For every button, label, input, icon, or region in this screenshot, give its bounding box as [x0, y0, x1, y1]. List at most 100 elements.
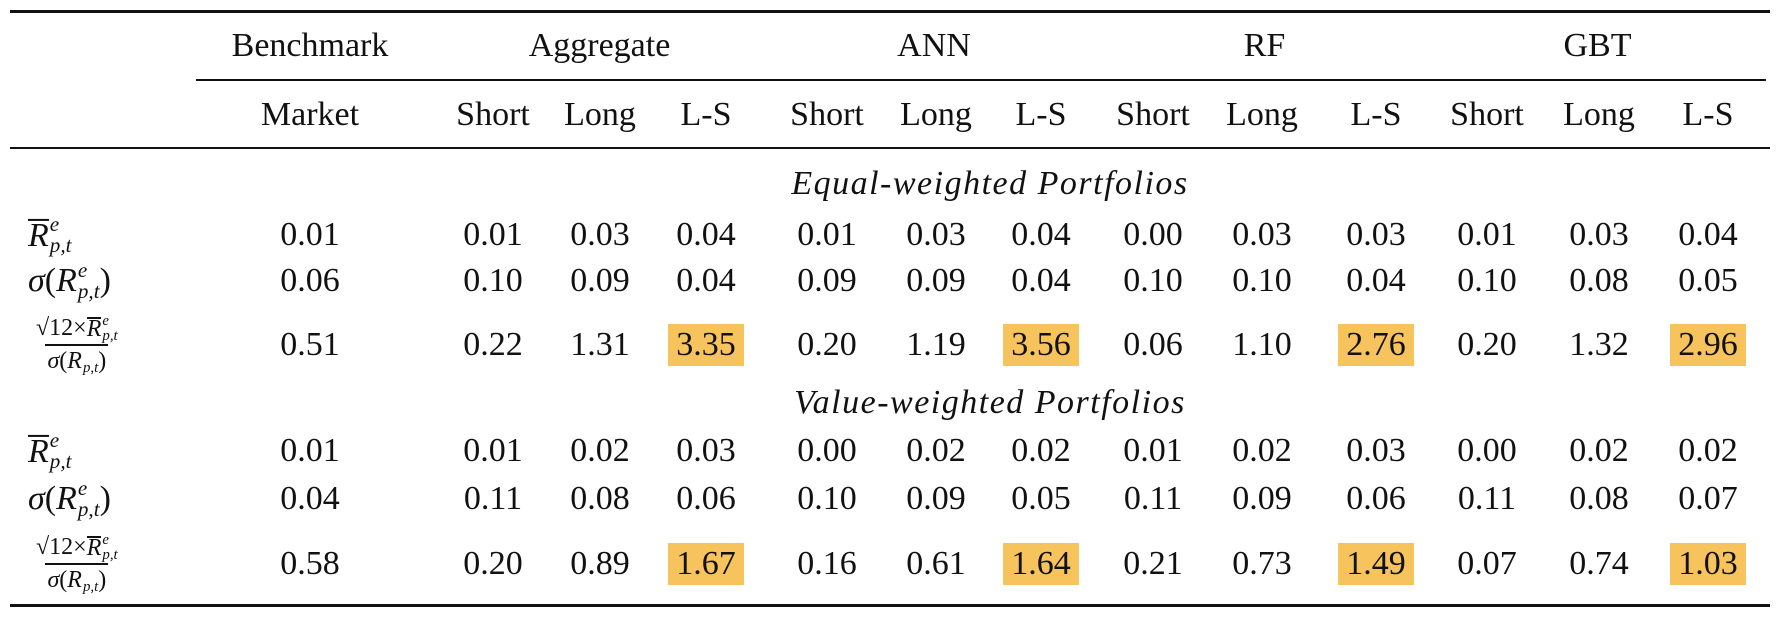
value-cell: 1.03 [1678, 545, 1738, 582]
symbol: R [67, 567, 82, 594]
value-cell: 1.10 [1232, 326, 1292, 363]
value-cell: 0.03 [906, 216, 966, 253]
value-cell: 0.01 [280, 432, 340, 469]
value-cell: 0.11 [1123, 480, 1183, 517]
value-cell: 0.04 [1346, 262, 1406, 299]
superscript: e [49, 211, 60, 236]
value-cell: 0.20 [463, 545, 523, 582]
value-cell: 0.06 [1346, 480, 1406, 517]
script: p,t [83, 567, 98, 595]
superscript: e [49, 427, 60, 452]
highlight [668, 324, 744, 366]
script: e p,t [77, 477, 100, 521]
group-header: RF [1243, 27, 1286, 64]
highlight [1670, 543, 1746, 585]
value-cell: 0.06 [676, 480, 736, 517]
value-cell: 0.74 [1569, 545, 1629, 582]
column-header: Short [1116, 96, 1190, 133]
script: e p,t [102, 314, 117, 344]
column-header: Market [260, 96, 360, 133]
value-cell: 0.00 [797, 432, 857, 469]
column-header: Long [564, 96, 636, 133]
symbol: √12× [36, 315, 87, 342]
value-cell: 0.16 [797, 545, 857, 582]
value-cell: 0.09 [1232, 480, 1292, 517]
value-cell: 0.10 [797, 480, 857, 517]
script: e p,t [49, 211, 72, 257]
value-cell: 0.10 [1232, 262, 1292, 299]
script: e p,t [102, 533, 117, 563]
value-cell: 0.02 [1011, 432, 1071, 469]
column-header: L-S [1015, 96, 1067, 133]
subscript: p,t [77, 279, 100, 303]
symbol: ) [98, 567, 107, 594]
value-cell: 0.02 [906, 432, 966, 469]
highlight [1338, 324, 1414, 366]
column-header: Long [1563, 96, 1635, 133]
symbol: R [28, 216, 49, 254]
script: p,t [83, 348, 98, 376]
value-cell: 0.02 [1569, 432, 1629, 469]
header-rule [10, 147, 1770, 149]
symbol: σ [28, 480, 45, 517]
value-cell: 0.07 [1457, 545, 1517, 582]
value-cell: 0.09 [570, 262, 630, 299]
value-cell: 0.08 [570, 480, 630, 517]
column-header: Short [1450, 96, 1524, 133]
value-cell: 0.01 [463, 432, 523, 469]
value-cell: 0.03 [1569, 216, 1629, 253]
value-cell: 2.76 [1346, 326, 1406, 363]
value-cell: 0.00 [1457, 432, 1517, 469]
value-cell: 0.06 [280, 262, 340, 299]
value-cell: 0.20 [1457, 326, 1517, 363]
value-cell: 0.03 [1232, 216, 1292, 253]
symbol: σ [28, 262, 45, 299]
value-cell: 0.04 [1011, 262, 1071, 299]
value-cell: 0.04 [280, 480, 340, 517]
value-cell: 0.89 [570, 545, 630, 582]
subscript: p,t [82, 579, 99, 596]
value-cell: 0.10 [1457, 262, 1517, 299]
symbol: ) [99, 480, 111, 517]
column-header: Long [900, 96, 972, 133]
value-cell: 0.10 [463, 262, 523, 299]
value-cell: 2.96 [1678, 326, 1738, 363]
value-cell: 1.31 [570, 326, 630, 363]
symbol: R [86, 316, 102, 343]
value-cell: 0.05 [1011, 480, 1071, 517]
value-cell: 0.51 [280, 326, 340, 363]
group-header: Aggregate [528, 27, 671, 64]
symbol: ( [44, 480, 57, 517]
value-cell: 1.49 [1346, 545, 1406, 582]
value-cell: 1.64 [1011, 545, 1071, 582]
value-cell: 0.03 [1346, 432, 1406, 469]
subscript: p,t [49, 233, 72, 257]
value-cell: 0.61 [906, 545, 966, 582]
group-header: ANN [897, 27, 971, 64]
subscript: p,t [77, 497, 100, 521]
highlight [1338, 543, 1414, 585]
superscript: e [102, 531, 109, 548]
subscript: p,t [82, 360, 99, 377]
value-cell: 3.35 [676, 326, 736, 363]
value-cell: 1.32 [1569, 326, 1629, 363]
value-cell: 0.03 [1346, 216, 1406, 253]
group-header: GBT [1563, 27, 1632, 64]
column-header: L-S [1682, 96, 1734, 133]
value-cell: 0.06 [1123, 326, 1183, 363]
value-cell: 0.07 [1678, 480, 1738, 517]
symbol: ) [98, 348, 107, 375]
value-cell: 0.11 [1457, 480, 1517, 517]
symbol: R [56, 262, 77, 299]
bottom-rule [10, 604, 1770, 607]
symbol: R [28, 432, 49, 470]
value-cell: 0.09 [797, 262, 857, 299]
